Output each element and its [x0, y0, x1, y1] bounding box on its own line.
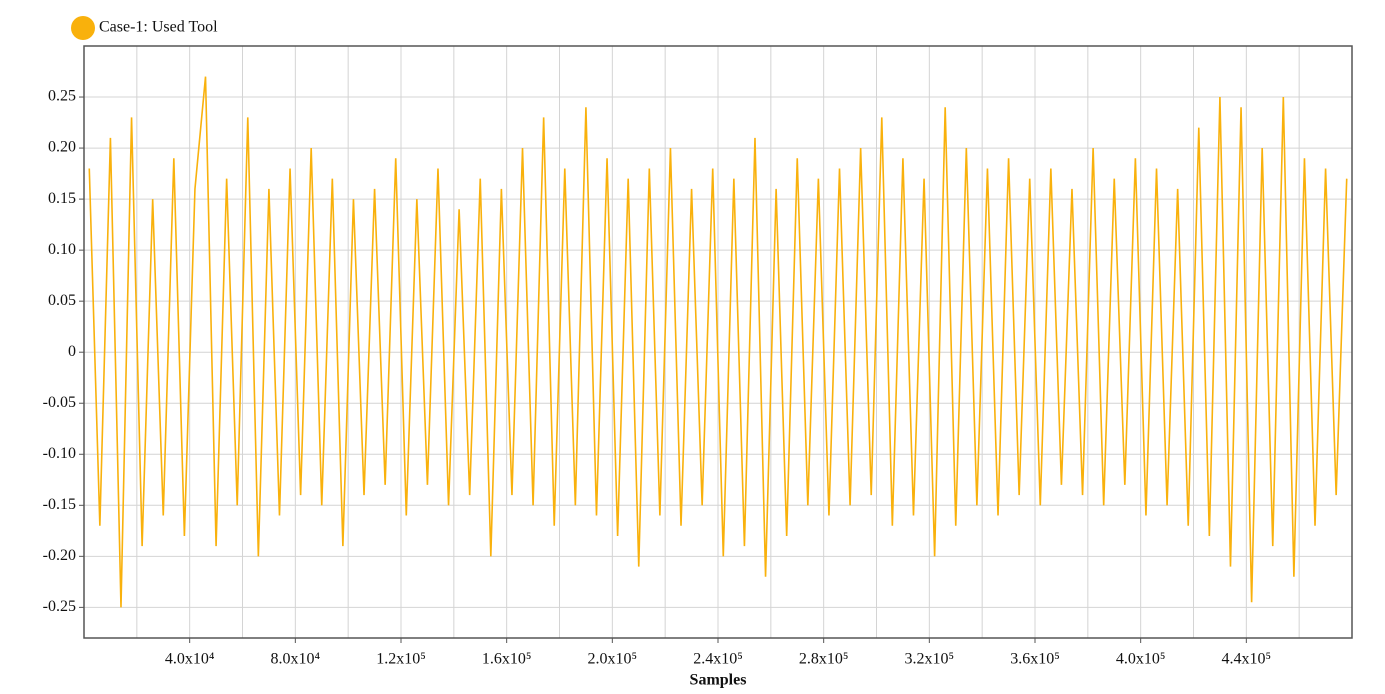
x-axis-label: Samples	[690, 672, 747, 689]
data-line	[88, 76, 1348, 608]
y-tick-label: -0.15	[43, 496, 76, 513]
y-tick-label: -0.10	[43, 445, 76, 462]
y-tick-label: 0.10	[48, 241, 76, 258]
x-tick-label: 3.2x10⁵	[905, 651, 955, 668]
x-tick-label: 2.8x10⁵	[799, 651, 849, 668]
x-tick-label: 3.6x10⁵	[1010, 651, 1060, 668]
x-tick-label: 4.0x10⁵	[1116, 651, 1166, 668]
x-tick-label: 2.4x10⁵	[693, 651, 743, 668]
y-tick-label: 0.25	[48, 88, 76, 105]
y-tick-label: 0.20	[48, 139, 76, 156]
legend-marker	[71, 16, 95, 40]
y-tick-label: 0	[68, 343, 76, 360]
y-tick-label: 0.15	[48, 190, 76, 207]
x-tick-label: 4.4x10⁵	[1222, 651, 1272, 668]
x-tick-label: 2.0x10⁵	[588, 651, 638, 668]
y-tick-label: 0.05	[48, 292, 76, 309]
y-tick-label: -0.25	[43, 598, 76, 615]
x-tick-label: 1.6x10⁵	[482, 651, 532, 668]
x-tick-label: 1.2x10⁵	[376, 651, 426, 668]
x-tick-label: 4.0x10⁴	[165, 651, 215, 668]
legend-label: Case-1: Used Tool	[99, 19, 218, 36]
plot-frame	[83, 45, 1353, 639]
y-tick-label: -0.05	[43, 394, 76, 411]
x-tick-label: 8.0x10⁴	[271, 651, 321, 668]
y-tick-label: -0.20	[43, 547, 76, 564]
